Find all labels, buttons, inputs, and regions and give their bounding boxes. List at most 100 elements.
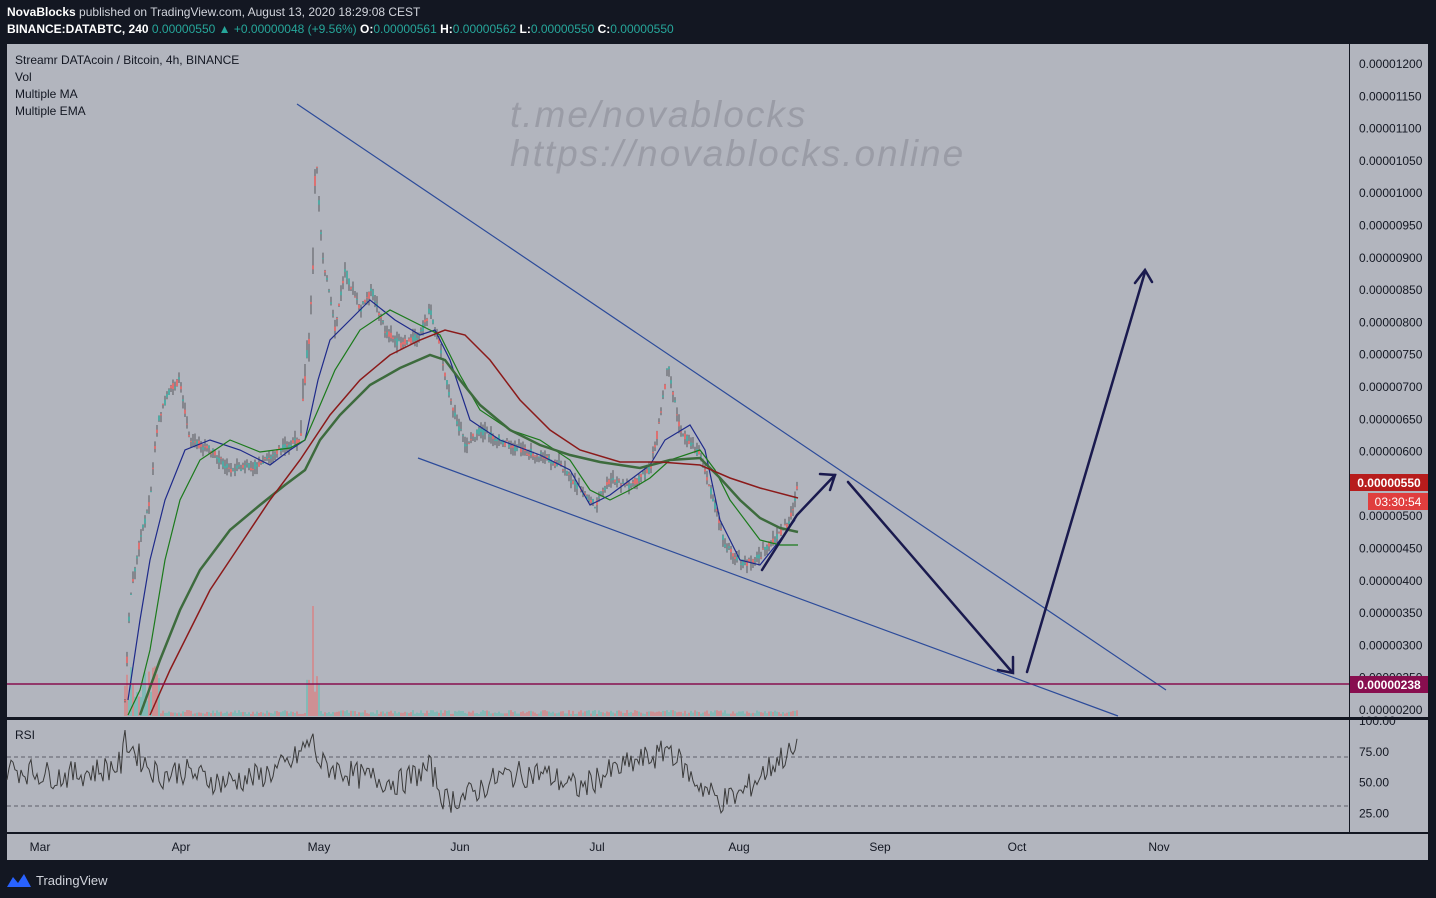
candle-body bbox=[526, 453, 528, 456]
time-axis[interactable] bbox=[7, 834, 1428, 860]
volume-bar bbox=[208, 712, 210, 716]
volume-bar bbox=[414, 713, 416, 716]
candle-body bbox=[412, 336, 414, 341]
candle-body bbox=[642, 472, 644, 474]
candle-body bbox=[766, 545, 768, 550]
candle-body bbox=[598, 496, 600, 498]
rsi-axis[interactable] bbox=[1350, 720, 1428, 832]
volume-bar bbox=[174, 712, 176, 716]
volume-bar bbox=[588, 710, 590, 716]
volume-bar bbox=[498, 711, 500, 716]
change-value: +0.00000048 (+9.56%) bbox=[233, 22, 357, 36]
volume-bar bbox=[668, 712, 670, 716]
volume-bar bbox=[640, 712, 642, 716]
volume-bar bbox=[262, 712, 264, 716]
candle-body bbox=[252, 468, 254, 471]
ema-green-thick bbox=[138, 353, 799, 716]
volume-bar bbox=[788, 711, 790, 716]
volume-bar bbox=[628, 712, 630, 716]
candle-body bbox=[740, 563, 742, 565]
candle-body bbox=[752, 559, 754, 564]
candle-body bbox=[666, 368, 668, 370]
author-name[interactable]: NovaBlocks bbox=[7, 5, 76, 19]
price-tick-label: 0.00000200 bbox=[1359, 703, 1423, 717]
volume-bar bbox=[652, 711, 654, 716]
symbol-label: BINANCE:DATABTC, 240 bbox=[7, 22, 149, 36]
candle-body bbox=[200, 442, 202, 447]
candle-body bbox=[472, 433, 474, 437]
volume-bar bbox=[708, 713, 710, 716]
candle-body bbox=[556, 462, 558, 467]
candle-body bbox=[214, 451, 216, 456]
volume-bar bbox=[634, 710, 636, 716]
volume-bar bbox=[458, 710, 460, 716]
volume-bar bbox=[198, 712, 200, 716]
volume-bar bbox=[128, 699, 130, 716]
volume-bar bbox=[680, 711, 682, 716]
rsi-pane[interactable] bbox=[7, 720, 1349, 832]
volume-bar bbox=[484, 710, 486, 716]
volume-bar bbox=[298, 713, 300, 716]
candle-body bbox=[462, 435, 464, 437]
volume-bar bbox=[408, 713, 410, 716]
volume-bar bbox=[362, 712, 364, 716]
open-label: O: bbox=[360, 22, 374, 36]
volume-bar bbox=[386, 711, 388, 716]
tradingview-logo[interactable]: TradingView bbox=[7, 870, 108, 890]
volume-bar bbox=[320, 710, 322, 716]
low-value: 0.00000550 bbox=[530, 22, 595, 36]
volume-bar bbox=[550, 712, 552, 716]
candle-body bbox=[456, 421, 458, 425]
volume-bar bbox=[274, 711, 276, 716]
volume-bar bbox=[264, 713, 266, 716]
volume-bar bbox=[544, 710, 546, 716]
last-price-tag: 0.00000550 03:30:54 bbox=[1350, 474, 1428, 510]
volume-bar bbox=[590, 713, 592, 716]
volume-bar bbox=[470, 712, 472, 716]
volume-bar bbox=[566, 713, 568, 716]
volume-bar bbox=[522, 711, 524, 716]
volume-bar bbox=[768, 711, 770, 716]
candle-body bbox=[128, 616, 130, 622]
price-tick-label: 0.00000650 bbox=[1359, 412, 1423, 426]
candle-body bbox=[738, 555, 740, 558]
volume-bar bbox=[778, 712, 780, 716]
volume-bar bbox=[794, 710, 796, 716]
volume-bar bbox=[158, 678, 160, 716]
candle-body bbox=[298, 439, 300, 444]
candle-body bbox=[204, 446, 206, 448]
candle-body bbox=[454, 412, 456, 417]
volume-bar bbox=[490, 713, 492, 716]
volume-bar bbox=[448, 710, 450, 716]
price-pane[interactable] bbox=[7, 44, 1349, 717]
candle-body bbox=[784, 524, 786, 526]
candle-body bbox=[292, 440, 294, 444]
volume-bar bbox=[286, 711, 288, 716]
volume-bar bbox=[786, 712, 788, 716]
volume-bar bbox=[380, 711, 382, 716]
volume-bar bbox=[762, 712, 764, 716]
price-axis[interactable] bbox=[1350, 44, 1428, 717]
candle-body bbox=[634, 478, 636, 485]
candle-body bbox=[286, 444, 288, 446]
candle-body bbox=[296, 439, 298, 446]
volume-bar bbox=[402, 712, 404, 716]
volume-bar bbox=[200, 712, 202, 716]
candle-body bbox=[612, 478, 614, 480]
volume-bar bbox=[612, 712, 614, 716]
candle-body bbox=[390, 332, 392, 339]
volume-bar bbox=[140, 697, 142, 716]
candle-body bbox=[604, 487, 606, 491]
volume-bar bbox=[288, 713, 290, 716]
candle-body bbox=[726, 549, 728, 551]
candle-body bbox=[354, 296, 356, 298]
volume-bar bbox=[352, 710, 354, 716]
candle-body bbox=[402, 341, 404, 345]
candle-body bbox=[588, 500, 590, 502]
candle-body bbox=[584, 493, 586, 495]
volume-bar bbox=[456, 711, 458, 716]
candle-body bbox=[170, 385, 172, 389]
candle-body bbox=[514, 446, 516, 452]
candle-body bbox=[312, 265, 314, 270]
